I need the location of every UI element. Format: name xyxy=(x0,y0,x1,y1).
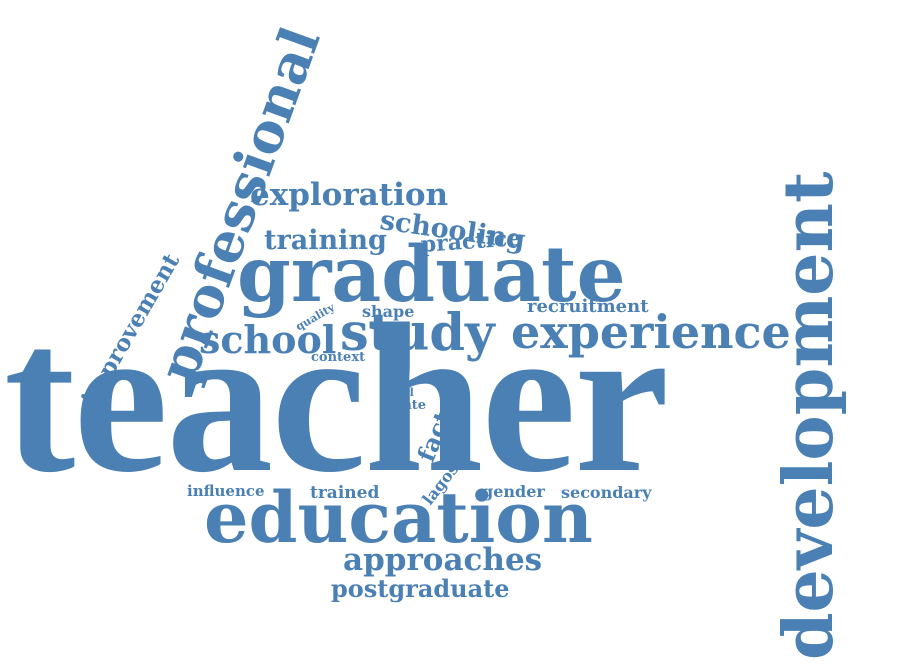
word-study: study xyxy=(340,303,495,363)
word-school: school xyxy=(199,317,337,362)
word-secondary: secondary xyxy=(561,483,652,502)
word-girl: girl xyxy=(392,386,414,399)
word-state: state xyxy=(390,398,427,413)
word-gender: gender xyxy=(482,482,545,501)
word-approaches: approaches xyxy=(343,542,543,578)
word-context: context xyxy=(311,350,366,365)
word-recruitment: recruitment xyxy=(527,296,649,317)
word-teacher: teacher xyxy=(4,280,669,517)
word-shape: shape xyxy=(362,302,415,321)
word-practice: practice xyxy=(419,224,522,258)
word-development: development xyxy=(769,171,849,660)
word-postgraduate: postgraduate xyxy=(331,574,510,603)
word-exploration: exploration xyxy=(250,177,449,213)
word-training: training xyxy=(264,225,387,256)
word-experience: experience xyxy=(511,305,791,359)
word-influence: influence xyxy=(187,482,265,500)
word-education: education xyxy=(204,476,593,559)
word-trained: trained xyxy=(310,483,380,503)
word-graduate: graduate xyxy=(237,230,626,320)
